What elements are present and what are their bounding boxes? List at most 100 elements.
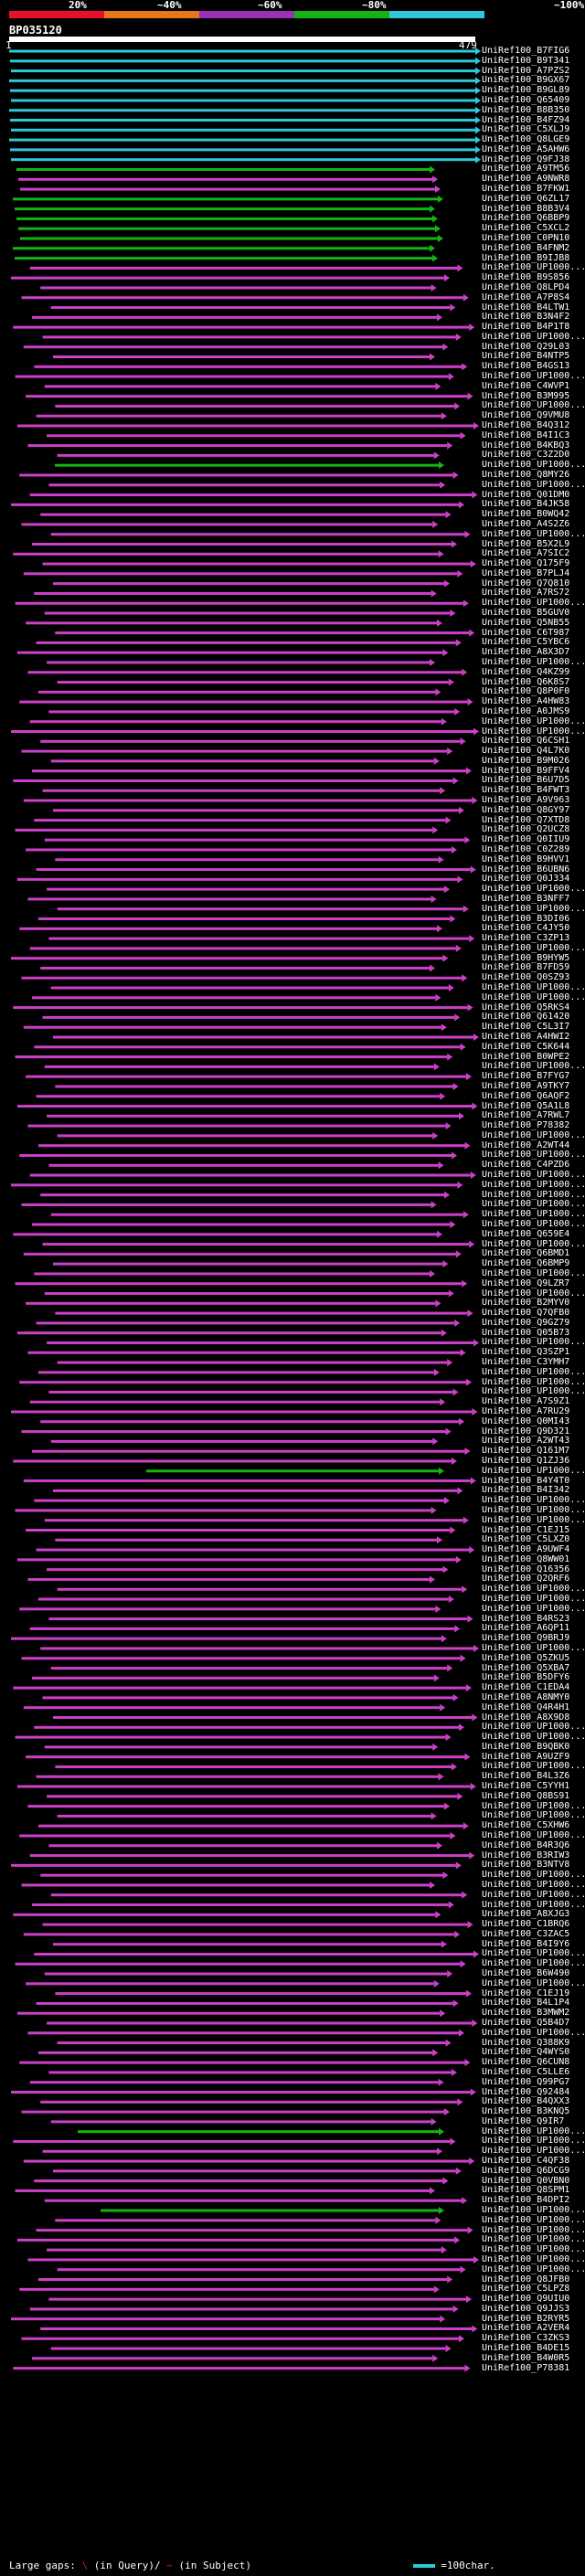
hit-id-link[interactable]: UniRef100_A7RWL7 xyxy=(482,1110,570,1121)
hit-id-link[interactable]: UniRef100_B6U7D5 xyxy=(482,775,570,786)
hit-row[interactable] xyxy=(32,993,441,1002)
hit-id-link[interactable]: UniRef100_B4NTP5 xyxy=(482,351,570,362)
hit-id-link[interactable]: UniRef100_A9TKY7 xyxy=(482,1080,570,1091)
hit-id-link[interactable]: UniRef100_Q5RKS4 xyxy=(482,1002,570,1012)
hit-row[interactable] xyxy=(23,1930,461,1938)
hit-row[interactable] xyxy=(50,984,454,992)
hit-row[interactable] xyxy=(40,511,452,519)
hit-row[interactable] xyxy=(44,1970,453,1978)
hit-row[interactable] xyxy=(21,2108,451,2116)
hit-row[interactable] xyxy=(11,954,449,962)
hit-row[interactable] xyxy=(19,698,473,706)
hit-row[interactable] xyxy=(27,1802,450,1810)
hit-row[interactable] xyxy=(9,106,481,114)
hit-id-link[interactable]: UniRef100_C3YMH7 xyxy=(482,1357,570,1368)
hit-row[interactable] xyxy=(27,668,468,676)
hit-row[interactable] xyxy=(9,48,481,55)
hit-id-link[interactable]: UniRef100_B3M995 xyxy=(482,390,570,401)
hit-id-link[interactable]: UniRef100_Q8SPM1 xyxy=(482,2185,570,2196)
hit-id-link[interactable]: UniRef100_B4Q312 xyxy=(482,420,570,431)
hit-id-link[interactable]: UniRef100_Q6BMP9 xyxy=(482,1258,570,1269)
hit-row[interactable] xyxy=(11,501,464,509)
hit-id-link[interactable]: UniRef100_B7FD59 xyxy=(482,962,570,973)
hit-id-link[interactable]: UniRef100_UP1000... xyxy=(482,598,585,609)
hit-row[interactable] xyxy=(15,205,435,213)
hit-row[interactable] xyxy=(29,1851,475,1860)
hit-id-link[interactable]: UniRef100_UP1000... xyxy=(482,1209,585,1220)
hit-id-link[interactable]: UniRef100_UP1000... xyxy=(482,2253,585,2264)
hit-id-link[interactable]: UniRef100_Q9BRJ9 xyxy=(482,1633,570,1644)
hit-id-link[interactable]: UniRef100_B3KNQ5 xyxy=(482,2106,570,2117)
hit-row[interactable] xyxy=(37,1368,440,1376)
hit-row[interactable] xyxy=(16,215,438,223)
hit-id-link[interactable]: UniRef100_Q8P0F0 xyxy=(482,686,570,697)
hit-id-link[interactable]: UniRef100_B3N4F2 xyxy=(482,312,570,323)
hit-id-link[interactable]: UniRef100_UP1000... xyxy=(482,1267,585,1278)
hit-id-link[interactable]: UniRef100_UP1000... xyxy=(482,1829,585,1840)
hit-id-link[interactable]: UniRef100_A2VER4 xyxy=(482,2323,570,2334)
hit-row[interactable] xyxy=(50,1664,453,1672)
hit-id-link[interactable]: UniRef100_A7SIC2 xyxy=(482,548,570,559)
hit-row[interactable] xyxy=(40,1191,450,1199)
hit-id-link[interactable]: UniRef100_B4DPI2 xyxy=(482,2195,570,2206)
hit-row[interactable] xyxy=(36,639,462,647)
hit-row[interactable] xyxy=(57,1131,439,1140)
hit-row[interactable] xyxy=(32,540,457,548)
hit-id-link[interactable]: UniRef100_A7RS72 xyxy=(482,588,570,599)
hit-id-link[interactable]: UniRef100_C5XHW6 xyxy=(482,1820,570,1831)
hit-row[interactable] xyxy=(15,1506,437,1514)
hit-row[interactable] xyxy=(47,885,450,894)
hit-row[interactable] xyxy=(42,1693,459,1701)
hit-id-link[interactable]: UniRef100_Q8LPD4 xyxy=(482,281,570,292)
hit-id-link[interactable]: UniRef100_UP1000... xyxy=(482,1642,585,1653)
hit-row[interactable] xyxy=(48,1388,459,1396)
hit-row[interactable] xyxy=(55,1763,457,1771)
hit-id-link[interactable]: UniRef100_C5K644 xyxy=(482,1041,570,1052)
hit-id-link[interactable]: UniRef100_A2WT43 xyxy=(482,1436,570,1447)
hit-row[interactable] xyxy=(37,2275,453,2284)
hit-id-link[interactable]: UniRef100_Q9D321 xyxy=(482,1426,570,1436)
hit-row[interactable] xyxy=(19,1378,472,1386)
hit-id-link[interactable]: UniRef100_B0WPE2 xyxy=(482,1051,570,1062)
hit-row[interactable] xyxy=(32,767,472,775)
hit-row[interactable] xyxy=(78,2127,444,2136)
hit-row[interactable] xyxy=(19,925,442,933)
hit-row[interactable] xyxy=(23,343,449,351)
hit-id-link[interactable]: UniRef100_Q5NB55 xyxy=(482,617,570,628)
hit-id-link[interactable]: UniRef100_UP1000... xyxy=(482,1899,585,1910)
hit-row[interactable] xyxy=(42,560,476,568)
hit-id-link[interactable]: UniRef100_UP1000... xyxy=(482,1603,585,1614)
hit-id-link[interactable]: UniRef100_B3DI06 xyxy=(482,913,570,924)
hit-id-link[interactable]: UniRef100_B4QXX3 xyxy=(482,2096,570,2107)
hit-row[interactable] xyxy=(55,1082,459,1090)
hit-id-link[interactable]: UniRef100_B4R3Q6 xyxy=(482,1839,570,1850)
hit-id-link[interactable]: UniRef100_UP1000... xyxy=(482,331,585,342)
hit-row[interactable] xyxy=(11,2315,446,2323)
hit-id-link[interactable]: UniRef100_Q3SZP1 xyxy=(482,1347,570,1358)
hit-row[interactable] xyxy=(32,1674,440,1682)
hit-id-link[interactable]: UniRef100_C1BRQ6 xyxy=(482,1919,570,1930)
hit-id-link[interactable]: UniRef100_Q5XBA7 xyxy=(482,1662,570,1673)
hit-id-link[interactable]: UniRef100_A0JMS9 xyxy=(482,705,570,716)
hit-id-link[interactable]: UniRef100_Q4R4H1 xyxy=(482,1701,570,1712)
hit-id-link[interactable]: UniRef100_UP1000... xyxy=(482,1170,585,1181)
hit-id-link[interactable]: UniRef100_B9QBK0 xyxy=(482,1741,570,1752)
hit-id-link[interactable]: UniRef100_Q6CSH1 xyxy=(482,736,570,747)
hit-row[interactable] xyxy=(48,1161,444,1170)
hit-row[interactable] xyxy=(20,186,441,194)
hit-id-link[interactable]: UniRef100_B4FZ94 xyxy=(482,114,570,125)
hit-row[interactable] xyxy=(36,412,447,420)
hit-row[interactable] xyxy=(23,1477,476,1485)
hit-id-link[interactable]: UniRef100_A7PZS2 xyxy=(482,65,570,76)
hit-row[interactable] xyxy=(13,550,444,558)
hit-id-link[interactable]: UniRef100_C1EJ19 xyxy=(482,1988,570,1998)
hit-id-link[interactable]: UniRef100_Q01DM0 xyxy=(482,489,570,500)
hit-id-link[interactable]: UniRef100_B3NFF7 xyxy=(482,893,570,904)
hit-row[interactable] xyxy=(11,126,481,134)
hit-id-link[interactable]: UniRef100_UP1000... xyxy=(482,1761,585,1772)
hit-row[interactable] xyxy=(29,717,447,726)
hit-row[interactable] xyxy=(29,491,478,499)
hit-id-link[interactable]: UniRef100_UP1000... xyxy=(482,1219,585,1229)
hit-id-link[interactable]: UniRef100_UP1000... xyxy=(482,942,585,953)
hit-id-link[interactable]: UniRef100_Q388K9 xyxy=(482,2037,570,2048)
